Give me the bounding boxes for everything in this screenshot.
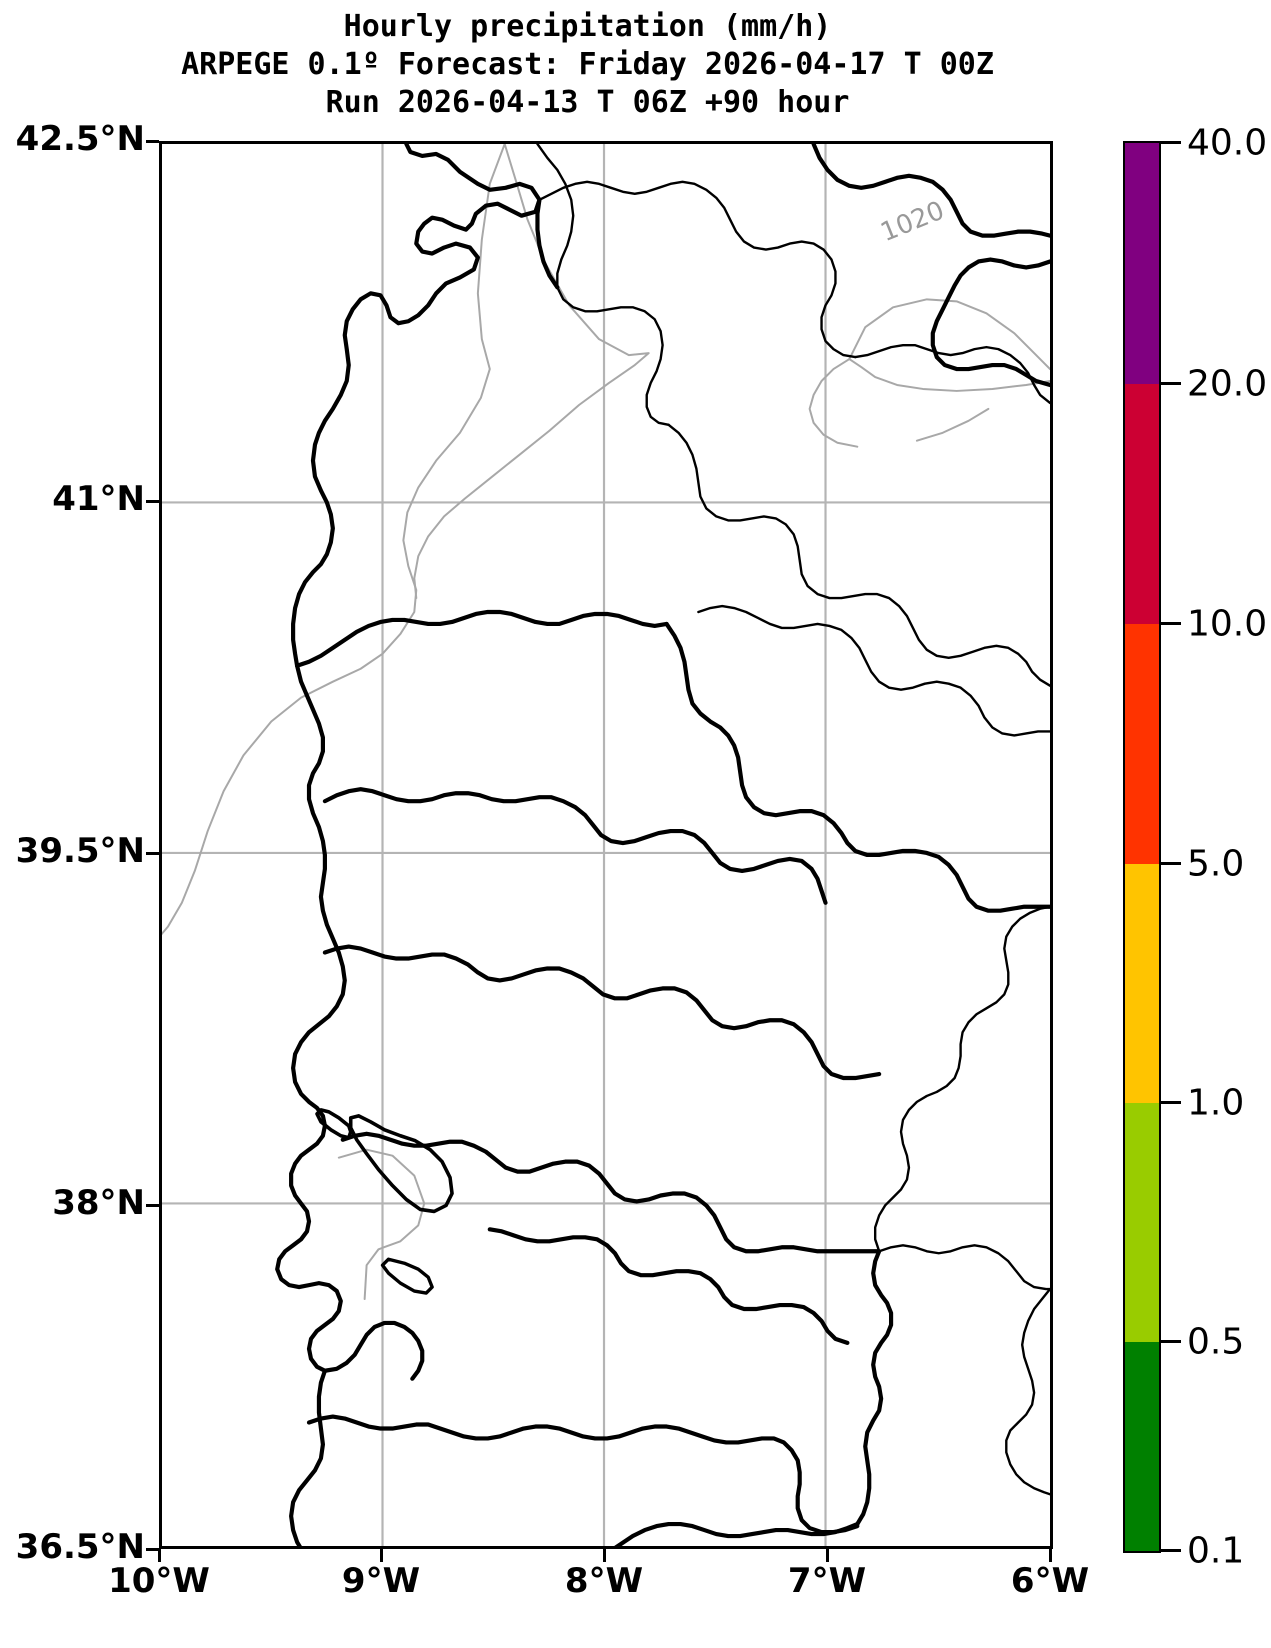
x-axis-tick-mark [380, 1549, 383, 1562]
colorbar-tick-mark [1159, 382, 1181, 385]
colorbar-tick-mark [1159, 141, 1181, 144]
colorbar-tick-mark [1159, 1340, 1181, 1343]
y-axis-tick-mark [146, 140, 159, 143]
map-plot-area: 1020 [159, 141, 1053, 1549]
map-gridlines [162, 144, 1050, 1546]
y-axis-tick-label: 38°N [52, 1183, 145, 1223]
colorbar-tick-label: 40.0 [1187, 122, 1268, 164]
map-canvas: 1020 [162, 144, 1050, 1546]
y-axis-tick-mark [146, 500, 159, 503]
colorbar-band-20-40 [1125, 143, 1159, 384]
colorbar-tick-label: 10.0 [1187, 603, 1268, 645]
portugal-district-borders [295, 197, 1050, 1535]
colorbar-tick-layer: 40.0 20.0 10.0 5.0 1.0 0.5 0.1 [1123, 123, 1271, 1572]
colorbar-tick-label: 5.0 [1187, 843, 1245, 885]
colorbar-tick-label: 20.0 [1187, 363, 1268, 405]
colorbar-tick-label: 0.1 [1187, 1530, 1245, 1572]
isobar-contours [162, 144, 1050, 1301]
page-title: Hourly precipitation (mm/h) [343, 9, 832, 44]
x-axis-tick-label: 7°W [787, 1561, 867, 1601]
y-axis-tick-label: 42.5°N [15, 119, 145, 159]
x-axis-tick-mark [1049, 1549, 1052, 1562]
tagus-estuary [315, 1108, 454, 1214]
y-axis-tick-label: 41°N [52, 479, 145, 519]
figure-title-block: Hourly precipitation (mm/h) ARPEGE 0.1º … [0, 8, 1175, 122]
x-axis-tick-mark [826, 1549, 829, 1562]
x-axis-tick-label: 9°W [341, 1561, 421, 1601]
colorbar[interactable] [1123, 141, 1161, 1553]
y-axis-tick-label: 36.5°N [15, 1527, 145, 1567]
colorbar-tick-mark [1159, 862, 1181, 865]
y-axis-tick-label: 39.5°N [15, 831, 145, 871]
forecast-subtitle: ARPEGE 0.1º Forecast: Friday 2026-04-17 … [181, 47, 994, 82]
y-axis-tick-mark [146, 852, 159, 855]
colorbar-tick-mark [1159, 622, 1181, 625]
isobar-label-1020: 1020 [877, 196, 949, 249]
colorbar-tick-mark [1159, 1549, 1181, 1552]
x-axis-tick-label: 6°W [1010, 1561, 1090, 1601]
colorbar-tick-label: 0.5 [1187, 1321, 1245, 1363]
northern-border-detail [811, 144, 1050, 388]
colorbar-tick-mark [1159, 1101, 1181, 1104]
x-axis-tick-mark [603, 1549, 606, 1562]
colorbar-band-10-20 [1125, 384, 1159, 624]
spain-province-borders [536, 144, 1050, 1496]
colorbar-tick-label: 1.0 [1187, 1082, 1245, 1124]
y-axis-tick-mark [146, 1204, 159, 1207]
colorbar-band-05-1 [1125, 1103, 1159, 1342]
portugal-outline [275, 144, 894, 1546]
colorbar-band-5-10 [1125, 624, 1159, 864]
sado-estuary [380, 1257, 434, 1295]
run-subtitle: Run 2026-04-13 T 06Z +90 hour [325, 85, 850, 120]
svg-text:1020: 1020 [877, 196, 949, 249]
x-axis-tick-label: 10°W [108, 1561, 210, 1601]
x-axis-tick-mark [158, 1549, 161, 1562]
colorbar-band-1-5 [1125, 864, 1159, 1103]
y-axis-tick-mark [146, 1548, 159, 1551]
colorbar-band-01-05 [1125, 1342, 1159, 1551]
x-axis-tick-label: 8°W [564, 1561, 644, 1601]
